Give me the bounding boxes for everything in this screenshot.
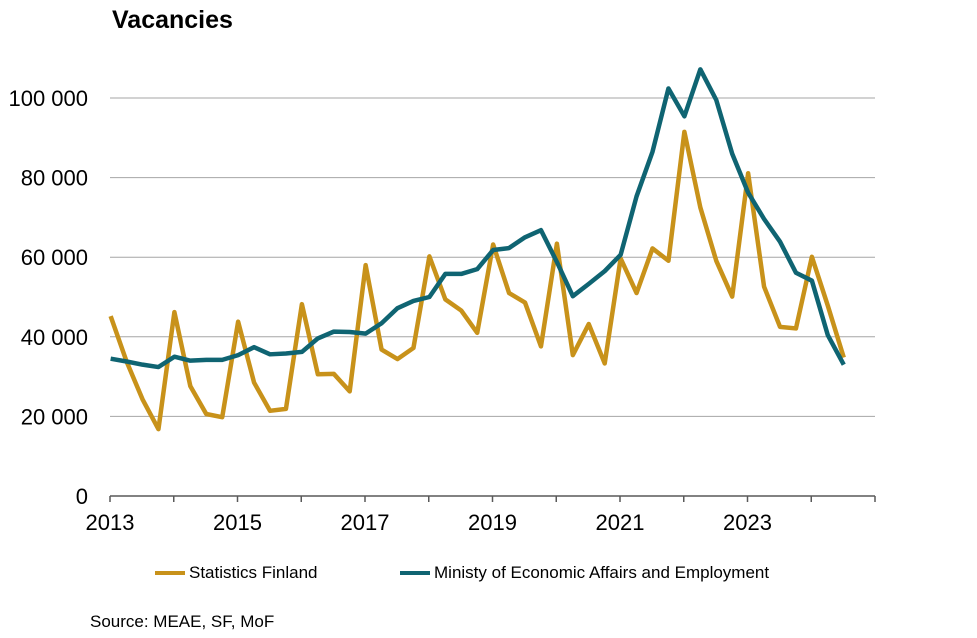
x-tick-label: 2023 [723,510,772,535]
legend-swatch-ministry [400,571,430,575]
chart-plot: 0 20 000 40 000 60 000 80 000 100 000 2013 2015… [8,67,876,535]
legend-label-ministry: Ministy of Economic Affairs and Employme… [434,563,770,582]
y-tick-label: 100 000 [8,86,88,111]
source-note: Source: MEAE, SF, MoF [90,612,275,631]
x-tick-label: 2013 [86,510,135,535]
tick-labels: 0 20 000 40 000 60 000 80 000 100 000 2013 2015… [8,86,772,535]
y-tick-label: 20 000 [21,404,88,429]
series-line-0 [108,129,846,432]
legend-swatch-statistics-finland [155,571,185,575]
x-tick-label: 2021 [596,510,645,535]
y-tick-label: 80 000 [21,166,88,191]
legend-label-statistics-finland: Statistics Finland [189,563,318,582]
legend-item-ministry: Ministy of Economic Affairs and Employme… [400,563,769,583]
axes [109,495,876,502]
series-lines [108,67,846,432]
chart-title: Vacancies [112,6,233,34]
y-tick-label: 0 [76,484,88,509]
y-tick-label: 60 000 [21,245,88,270]
y-tick-label: 40 000 [21,325,88,350]
x-tick-label: 2017 [341,510,390,535]
x-tick-label: 2015 [213,510,262,535]
series-line-1 [110,67,846,370]
legend-item-statistics-finland: Statistics Finland [155,563,318,583]
x-tick-label: 2019 [468,510,517,535]
